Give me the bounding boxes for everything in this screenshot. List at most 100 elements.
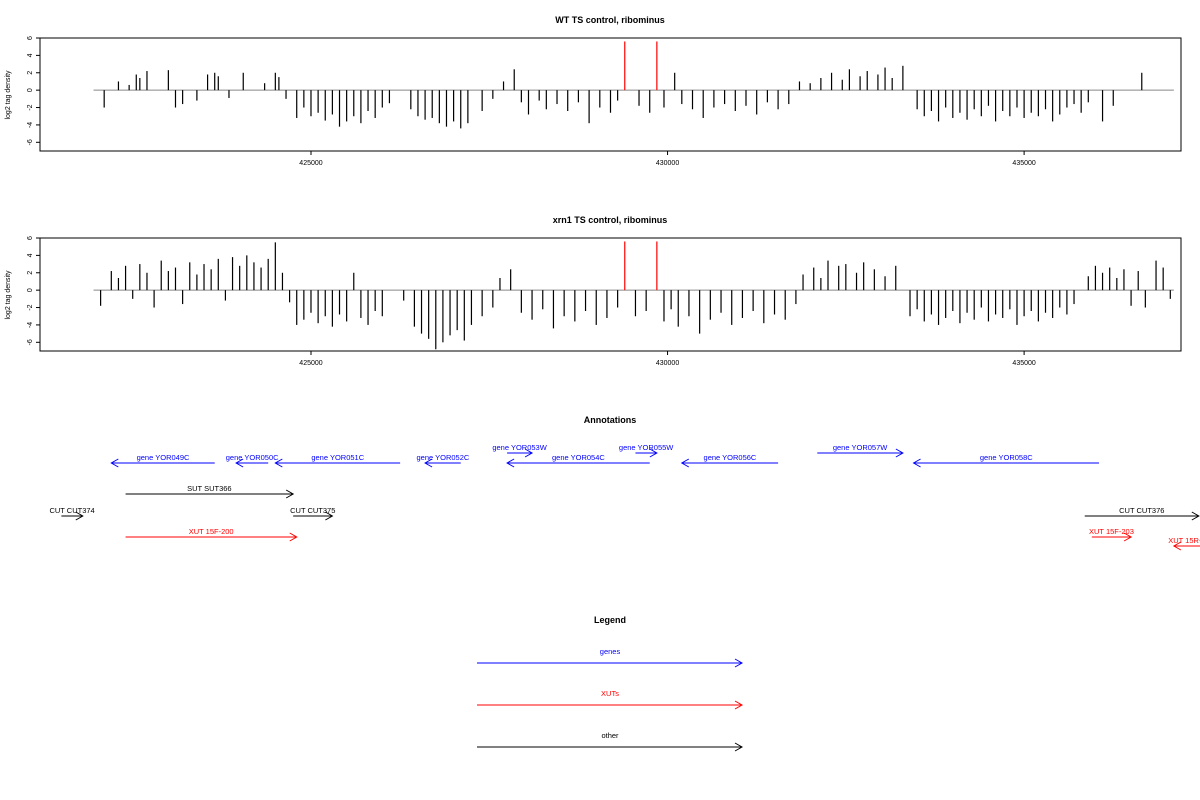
wt-density-panel: WT TS control, ribominus log2 tag densit… <box>5 15 1182 167</box>
xrn1-x-axis: 425000 430000 435000 <box>299 351 1036 367</box>
annotation-feature-arrow-arrowhead <box>895 448 904 458</box>
annotation-feature-label: XUT 15R-2 <box>1168 536 1200 545</box>
annotation-feature: XUT 15F-203 <box>1089 527 1134 542</box>
annotation-feature: gene YOR056C <box>680 453 779 468</box>
annotation-feature-arrow-arrowhead <box>680 458 690 468</box>
annotation-feature-arrow-arrowhead <box>506 458 515 468</box>
annotation-feature: gene YOR054C <box>506 453 650 468</box>
annotation-feature-label: CUT CUT375 <box>290 506 335 515</box>
legend-label: other <box>601 731 619 740</box>
wt-x-axis: 425000 430000 435000 <box>299 151 1036 167</box>
annotation-feature-arrow-arrowhead <box>285 489 295 499</box>
xrn1-x-tick-label: 430000 <box>656 360 679 367</box>
annotation-feature-label: gene YOR054C <box>552 453 605 462</box>
annotation-feature-arrow-arrowhead <box>912 458 921 468</box>
xrn1-plot-frame <box>39 237 1182 352</box>
annotations-track: Annotations gene YOR049C gene YOR050C gene… <box>49 415 1200 551</box>
xrn1-panel-title: xrn1 TS control, ribominus <box>553 215 668 225</box>
wt-y-tick-label: -6 <box>27 139 34 145</box>
annotation-feature-label: gene YOR058C <box>980 453 1033 462</box>
wt-panel-title: WT TS control, ribominus <box>555 15 665 25</box>
annotation-feature-arrow-arrowhead <box>649 448 658 458</box>
wt-density-bars <box>93 65 1174 129</box>
xrn1-y-axis-label: log2 tag density <box>5 270 12 320</box>
legend-arrow-arrowhead <box>734 658 744 668</box>
annotation-feature-label: gene YOR050C <box>226 453 279 462</box>
annotation-feature-arrow-arrowhead <box>1191 511 1200 521</box>
wt-x-tick-label: 435000 <box>1012 160 1035 167</box>
annotation-feature-label: gene YOR051C <box>311 453 364 462</box>
wt-x-tick-label: 425000 <box>299 160 322 167</box>
annotation-feature-label: gene YOR053W <box>492 443 547 452</box>
annotation-feature: gene YOR053W <box>492 443 548 458</box>
xrn1-y-tick-label: 6 <box>27 236 34 240</box>
annotation-feature-arrow-arrowhead <box>325 511 334 521</box>
annotation-feature-label: gene YOR056C <box>704 453 757 462</box>
wt-y-tick-label: 4 <box>27 53 34 57</box>
wt-plot-frame <box>39 37 1182 152</box>
annotation-feature-arrow-arrowhead <box>1172 541 1182 551</box>
legend-title: Legend <box>594 615 626 625</box>
annotation-feature-label: CUT CUT374 <box>49 506 94 515</box>
legend-label: genes <box>600 647 621 656</box>
wt-y-axis: 6 4 2 0 -2 -4 -6 <box>27 36 40 145</box>
wt-y-tick-label: 2 <box>27 71 34 75</box>
xrn1-y-tick-label: -2 <box>27 304 34 310</box>
wt-y-axis-label: log2 tag density <box>5 70 12 120</box>
annotation-feature: gene YOR049C <box>110 453 215 468</box>
wt-x-tick-label: 430000 <box>656 160 679 167</box>
annotation-feature-label: gene YOR049C <box>137 453 190 462</box>
annotation-feature: CUT CUT375 <box>290 506 335 521</box>
xrn1-y-tick-label: -6 <box>27 339 34 345</box>
xrn1-y-tick-label: 0 <box>27 288 34 292</box>
annotation-feature: CUT CUT376 <box>1084 506 1200 521</box>
annotation-feature-arrow-arrowhead <box>289 532 298 542</box>
xrn1-y-tick-label: 2 <box>27 271 34 275</box>
annotation-feature: XUT 15R-2 <box>1168 536 1200 551</box>
annotation-feature-label: gene YOR055W <box>619 443 674 452</box>
legend-label: XUTs <box>601 689 619 698</box>
annotation-feature-label: SUT SUT366 <box>187 484 231 493</box>
annotation-feature-label: CUT CUT376 <box>1119 506 1164 515</box>
annotation-feature: gene YOR058C <box>912 453 1099 468</box>
annotations-title: Annotations <box>584 415 637 425</box>
xrn1-density-bars <box>93 242 1174 350</box>
xrn1-x-tick-label: 425000 <box>299 360 322 367</box>
annotation-feature: gene YOR055W <box>619 443 674 458</box>
legend-arrow-arrowhead <box>734 700 744 710</box>
wt-y-tick-label: 0 <box>27 88 34 92</box>
annotation-feature-arrow-arrowhead <box>524 448 534 458</box>
annotation-feature-arrow-arrowhead <box>1123 532 1133 542</box>
annotation-feature-arrow-arrowhead <box>75 511 84 521</box>
annotation-feature-arrow-arrowhead <box>424 458 433 468</box>
legend-item-other: other <box>477 731 744 752</box>
wt-y-tick-label: 6 <box>27 36 34 40</box>
annotation-feature: gene YOR050C <box>226 453 279 468</box>
annotation-feature-label: gene YOR052C <box>417 453 470 462</box>
xrn1-marker-lines <box>624 241 658 291</box>
annotation-feature-label: XUT 15F-200 <box>189 527 234 536</box>
xrn1-y-tick-label: -4 <box>27 322 34 328</box>
legend-item-xuts: XUTs <box>477 689 744 710</box>
legend: Legend genes XUTs other <box>477 615 744 752</box>
annotation-feature-arrow-arrowhead <box>274 458 283 468</box>
annotation-feature-arrow-arrowhead <box>110 458 119 468</box>
xrn1-y-axis: 6 4 2 0 -2 -4 -6 <box>27 236 40 345</box>
annotation-feature: CUT CUT374 <box>49 506 95 521</box>
legend-arrow-arrowhead <box>734 742 744 752</box>
wt-y-tick-label: -4 <box>27 122 34 128</box>
annotation-feature: gene YOR057W <box>817 443 904 458</box>
legend-item-genes: genes <box>477 647 744 668</box>
annotation-feature: gene YOR052C <box>417 453 470 468</box>
xrn1-y-tick-label: 4 <box>27 253 34 257</box>
annotation-feature-label: gene YOR057W <box>833 443 888 452</box>
annotation-feature: XUT 15F-200 <box>125 527 298 542</box>
annotation-feature-label: XUT 15F-203 <box>1089 527 1134 536</box>
annotation-feature-arrow-arrowhead <box>235 458 244 468</box>
xrn1-density-panel: xrn1 TS control, ribominus log2 tag dens… <box>5 215 1182 367</box>
wt-y-tick-label: -2 <box>27 104 34 110</box>
xrn1-x-tick-label: 435000 <box>1012 360 1035 367</box>
annotation-feature: SUT SUT366 <box>125 484 295 499</box>
wt-marker-lines <box>624 41 658 91</box>
